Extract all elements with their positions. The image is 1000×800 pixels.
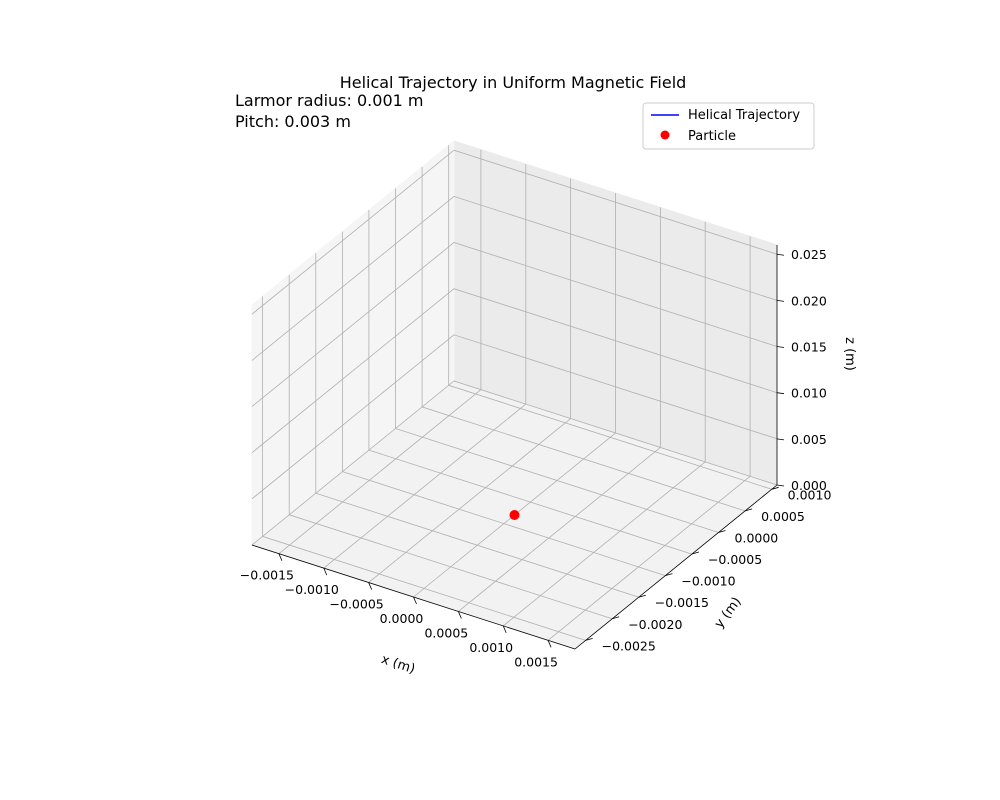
annotation-pitch: Pitch: 0.003 m (235, 112, 351, 131)
x-tick-5 (502, 625, 507, 634)
x-tick-label-5: 0.0010 (469, 640, 513, 655)
legend-label-trajectory: Helical Trajectory (688, 108, 800, 123)
y-tick-label-5: 0.0000 (735, 530, 779, 545)
y-tick-1 (612, 616, 620, 620)
z-tick-label-4: 0.020 (791, 293, 827, 308)
z-tick-2 (776, 392, 785, 395)
x-axis-label: x (m) (379, 652, 417, 677)
grid-z-5 (251, 149, 778, 315)
z-tick-3 (776, 346, 785, 348)
grid-z-4 (251, 195, 778, 361)
z-tick-label-5: 0.025 (791, 247, 827, 262)
legend-marker-particle (660, 130, 670, 140)
y-tick-6 (744, 508, 753, 512)
y-tick-label-2: −0.0015 (655, 595, 709, 610)
x-tick-3 (413, 596, 417, 605)
z-tick-4 (776, 299, 785, 302)
legend-label-particle: Particle (688, 129, 736, 144)
x-tick-0 (278, 553, 283, 561)
x-tick-label-2: −0.0005 (330, 597, 384, 612)
z-tick-1 (776, 438, 785, 441)
z-tick-label-0: 0.000 (791, 478, 827, 493)
y-axis-line (574, 484, 778, 650)
z-axis-label: z (m) (842, 337, 857, 371)
chart-title: Helical Trajectory in Uniform Magnetic F… (340, 73, 687, 92)
x-tick-4 (457, 611, 462, 619)
x-tick-6 (547, 640, 552, 648)
particle-point-0 (509, 510, 520, 520)
y-axis-label: y (m) (712, 595, 745, 632)
grid-z-1 (251, 334, 778, 500)
y-tick-label-1: −0.0020 (628, 617, 682, 632)
grid-z-0 (251, 380, 778, 546)
x-tick-label-0: −0.0015 (240, 568, 294, 583)
y-tick-0 (585, 637, 593, 641)
y-tick-7 (771, 486, 779, 490)
x-tick-label-6: 0.0015 (514, 654, 558, 669)
y-tick-label-0: −0.0025 (602, 638, 656, 653)
x-tick-label-3: 0.0000 (380, 611, 424, 626)
grid-z-3 (251, 242, 778, 407)
x-tick-2 (368, 582, 373, 590)
y-tick-3 (665, 573, 673, 577)
grid-z-2 (251, 288, 778, 454)
y-tick-5 (718, 530, 726, 533)
y-tick-2 (638, 594, 646, 598)
grid-lines (251, 145, 778, 641)
x-tick-label-4: 0.0005 (424, 625, 468, 640)
legend-frame (642, 102, 815, 150)
z-tick-label-2: 0.010 (791, 386, 827, 401)
y-tick-label-7: 0.0010 (788, 487, 832, 502)
axis-lines (251, 245, 785, 650)
z-tick-0 (776, 484, 785, 487)
z-tick-label-1: 0.005 (791, 432, 827, 447)
y-tick-4 (691, 551, 700, 555)
tick-labels: −0.0015−0.0010−0.00050.00000.00050.00100… (240, 247, 832, 669)
z-tick-label-3: 0.015 (791, 340, 827, 355)
x-tick-1 (323, 567, 328, 576)
y-tick-label-4: −0.0005 (708, 552, 762, 567)
z-tick-5 (776, 253, 785, 256)
series-layer (509, 510, 520, 520)
x-tick-label-1: −0.0010 (285, 582, 339, 597)
legend: Helical Trajectory Particle (642, 102, 815, 150)
y-tick-label-3: −0.0010 (681, 574, 735, 589)
annotation-larmor: Larmor radius: 0.001 m (235, 91, 423, 110)
y-tick-label-6: 0.0005 (761, 509, 805, 524)
